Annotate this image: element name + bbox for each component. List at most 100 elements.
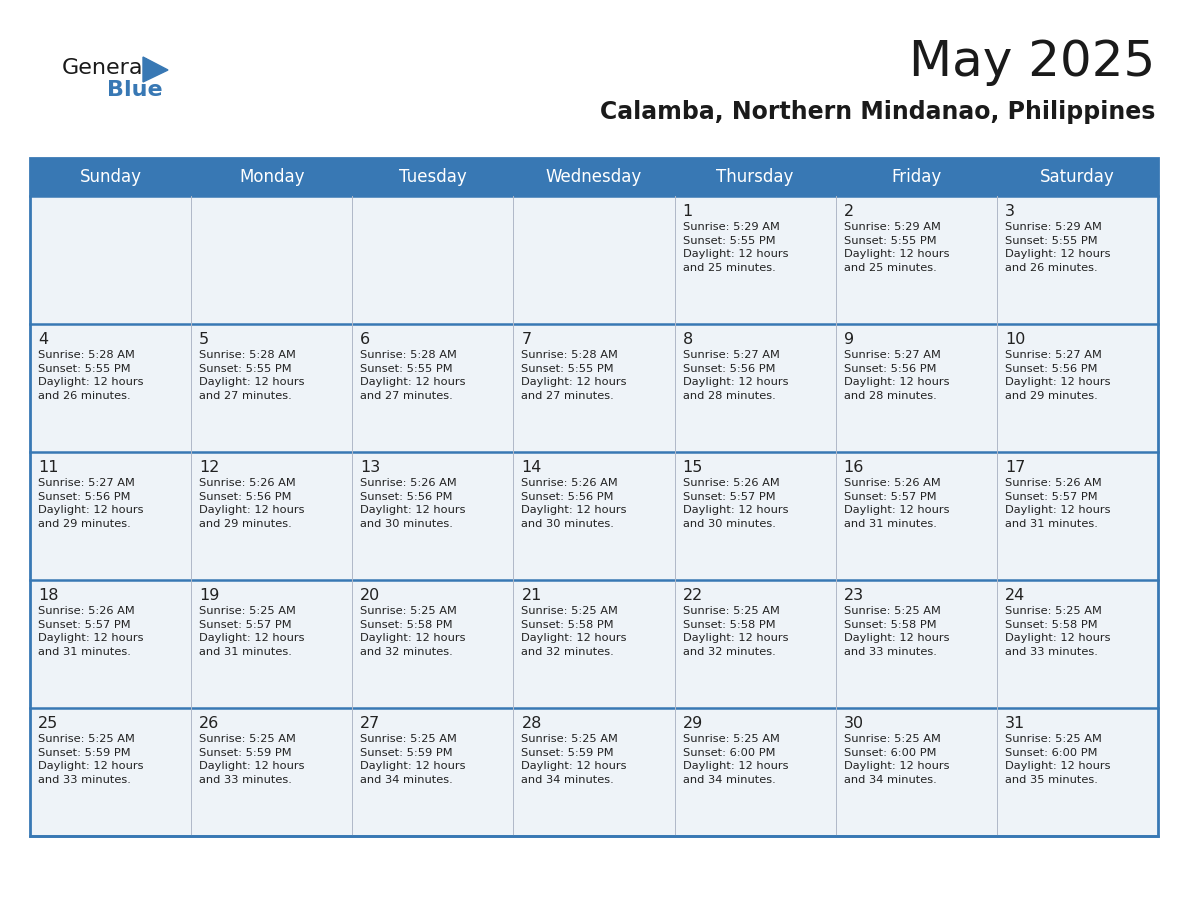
Text: Sunrise: 5:27 AM
Sunset: 5:56 PM
Daylight: 12 hours
and 29 minutes.: Sunrise: 5:27 AM Sunset: 5:56 PM Dayligh… <box>38 478 144 529</box>
Text: 19: 19 <box>200 588 220 603</box>
Bar <box>675 452 835 580</box>
Text: 8: 8 <box>683 332 693 347</box>
Text: Sunrise: 5:25 AM
Sunset: 5:58 PM
Daylight: 12 hours
and 33 minutes.: Sunrise: 5:25 AM Sunset: 5:58 PM Dayligh… <box>1005 606 1111 656</box>
Text: Tuesday: Tuesday <box>399 168 467 186</box>
Bar <box>997 708 1158 836</box>
Bar <box>30 158 1158 196</box>
Bar <box>513 196 675 324</box>
Text: 1: 1 <box>683 204 693 219</box>
Bar <box>997 324 1158 452</box>
Text: 2: 2 <box>843 204 854 219</box>
Bar <box>30 158 1158 836</box>
Text: 12: 12 <box>200 460 220 475</box>
Text: Sunrise: 5:26 AM
Sunset: 5:57 PM
Daylight: 12 hours
and 30 minutes.: Sunrise: 5:26 AM Sunset: 5:57 PM Dayligh… <box>683 478 788 529</box>
Text: Sunrise: 5:28 AM
Sunset: 5:55 PM
Daylight: 12 hours
and 27 minutes.: Sunrise: 5:28 AM Sunset: 5:55 PM Dayligh… <box>522 350 627 401</box>
Text: Sunrise: 5:26 AM
Sunset: 5:57 PM
Daylight: 12 hours
and 31 minutes.: Sunrise: 5:26 AM Sunset: 5:57 PM Dayligh… <box>843 478 949 529</box>
Text: 3: 3 <box>1005 204 1015 219</box>
Text: 5: 5 <box>200 332 209 347</box>
Text: 25: 25 <box>38 716 58 731</box>
Text: Sunrise: 5:25 AM
Sunset: 6:00 PM
Daylight: 12 hours
and 34 minutes.: Sunrise: 5:25 AM Sunset: 6:00 PM Dayligh… <box>683 734 788 785</box>
Bar <box>191 324 353 452</box>
Text: 17: 17 <box>1005 460 1025 475</box>
Text: 20: 20 <box>360 588 380 603</box>
Text: Sunrise: 5:25 AM
Sunset: 6:00 PM
Daylight: 12 hours
and 35 minutes.: Sunrise: 5:25 AM Sunset: 6:00 PM Dayligh… <box>1005 734 1111 785</box>
Bar <box>675 324 835 452</box>
Text: Sunrise: 5:25 AM
Sunset: 5:59 PM
Daylight: 12 hours
and 33 minutes.: Sunrise: 5:25 AM Sunset: 5:59 PM Dayligh… <box>200 734 304 785</box>
Text: General: General <box>62 58 150 78</box>
Text: Thursday: Thursday <box>716 168 794 186</box>
Text: Sunrise: 5:27 AM
Sunset: 5:56 PM
Daylight: 12 hours
and 28 minutes.: Sunrise: 5:27 AM Sunset: 5:56 PM Dayligh… <box>843 350 949 401</box>
Bar <box>191 196 353 324</box>
Bar <box>353 324 513 452</box>
Bar <box>997 196 1158 324</box>
Bar <box>30 324 191 452</box>
Text: Sunrise: 5:25 AM
Sunset: 5:59 PM
Daylight: 12 hours
and 34 minutes.: Sunrise: 5:25 AM Sunset: 5:59 PM Dayligh… <box>360 734 466 785</box>
Text: Sunrise: 5:26 AM
Sunset: 5:56 PM
Daylight: 12 hours
and 30 minutes.: Sunrise: 5:26 AM Sunset: 5:56 PM Dayligh… <box>360 478 466 529</box>
Text: Sunrise: 5:25 AM
Sunset: 5:58 PM
Daylight: 12 hours
and 32 minutes.: Sunrise: 5:25 AM Sunset: 5:58 PM Dayligh… <box>683 606 788 656</box>
Text: 22: 22 <box>683 588 703 603</box>
Bar <box>30 580 191 708</box>
Bar <box>191 452 353 580</box>
Bar <box>997 580 1158 708</box>
Bar <box>835 196 997 324</box>
Text: 21: 21 <box>522 588 542 603</box>
Bar <box>675 580 835 708</box>
Text: Sunrise: 5:25 AM
Sunset: 5:59 PM
Daylight: 12 hours
and 33 minutes.: Sunrise: 5:25 AM Sunset: 5:59 PM Dayligh… <box>38 734 144 785</box>
Bar <box>675 196 835 324</box>
Text: Sunrise: 5:26 AM
Sunset: 5:57 PM
Daylight: 12 hours
and 31 minutes.: Sunrise: 5:26 AM Sunset: 5:57 PM Dayligh… <box>38 606 144 656</box>
Text: 16: 16 <box>843 460 864 475</box>
Text: 13: 13 <box>360 460 380 475</box>
Text: Sunrise: 5:27 AM
Sunset: 5:56 PM
Daylight: 12 hours
and 28 minutes.: Sunrise: 5:27 AM Sunset: 5:56 PM Dayligh… <box>683 350 788 401</box>
Bar <box>353 196 513 324</box>
Text: Friday: Friday <box>891 168 941 186</box>
Text: Sunrise: 5:29 AM
Sunset: 5:55 PM
Daylight: 12 hours
and 25 minutes.: Sunrise: 5:29 AM Sunset: 5:55 PM Dayligh… <box>683 222 788 273</box>
Bar <box>997 452 1158 580</box>
Text: 4: 4 <box>38 332 49 347</box>
Bar <box>191 708 353 836</box>
Text: Sunrise: 5:28 AM
Sunset: 5:55 PM
Daylight: 12 hours
and 26 minutes.: Sunrise: 5:28 AM Sunset: 5:55 PM Dayligh… <box>38 350 144 401</box>
Text: Sunrise: 5:25 AM
Sunset: 5:58 PM
Daylight: 12 hours
and 33 minutes.: Sunrise: 5:25 AM Sunset: 5:58 PM Dayligh… <box>843 606 949 656</box>
Text: 31: 31 <box>1005 716 1025 731</box>
Polygon shape <box>143 57 168 82</box>
Text: 10: 10 <box>1005 332 1025 347</box>
Bar <box>513 580 675 708</box>
Text: Sunrise: 5:28 AM
Sunset: 5:55 PM
Daylight: 12 hours
and 27 minutes.: Sunrise: 5:28 AM Sunset: 5:55 PM Dayligh… <box>200 350 304 401</box>
Text: Sunrise: 5:25 AM
Sunset: 5:57 PM
Daylight: 12 hours
and 31 minutes.: Sunrise: 5:25 AM Sunset: 5:57 PM Dayligh… <box>200 606 304 656</box>
Text: 28: 28 <box>522 716 542 731</box>
Bar <box>30 452 191 580</box>
Text: 23: 23 <box>843 588 864 603</box>
Text: 27: 27 <box>360 716 380 731</box>
Text: 30: 30 <box>843 716 864 731</box>
Bar <box>513 708 675 836</box>
Text: Sunrise: 5:26 AM
Sunset: 5:57 PM
Daylight: 12 hours
and 31 minutes.: Sunrise: 5:26 AM Sunset: 5:57 PM Dayligh… <box>1005 478 1111 529</box>
Text: 29: 29 <box>683 716 703 731</box>
Bar <box>191 580 353 708</box>
Text: Monday: Monday <box>239 168 304 186</box>
Text: Blue: Blue <box>107 80 163 100</box>
Text: Sunday: Sunday <box>80 168 141 186</box>
Text: Sunrise: 5:29 AM
Sunset: 5:55 PM
Daylight: 12 hours
and 25 minutes.: Sunrise: 5:29 AM Sunset: 5:55 PM Dayligh… <box>843 222 949 273</box>
Bar <box>835 580 997 708</box>
Text: Sunrise: 5:25 AM
Sunset: 5:58 PM
Daylight: 12 hours
and 32 minutes.: Sunrise: 5:25 AM Sunset: 5:58 PM Dayligh… <box>360 606 466 656</box>
Text: Calamba, Northern Mindanao, Philippines: Calamba, Northern Mindanao, Philippines <box>600 100 1155 124</box>
Text: 18: 18 <box>38 588 58 603</box>
Bar <box>353 452 513 580</box>
Bar <box>513 452 675 580</box>
Bar <box>30 708 191 836</box>
Text: 14: 14 <box>522 460 542 475</box>
Text: 15: 15 <box>683 460 703 475</box>
Text: 26: 26 <box>200 716 220 731</box>
Text: 24: 24 <box>1005 588 1025 603</box>
Text: Sunrise: 5:28 AM
Sunset: 5:55 PM
Daylight: 12 hours
and 27 minutes.: Sunrise: 5:28 AM Sunset: 5:55 PM Dayligh… <box>360 350 466 401</box>
Bar <box>835 452 997 580</box>
Text: Sunrise: 5:25 AM
Sunset: 5:59 PM
Daylight: 12 hours
and 34 minutes.: Sunrise: 5:25 AM Sunset: 5:59 PM Dayligh… <box>522 734 627 785</box>
Text: Wednesday: Wednesday <box>545 168 643 186</box>
Text: Sunrise: 5:26 AM
Sunset: 5:56 PM
Daylight: 12 hours
and 29 minutes.: Sunrise: 5:26 AM Sunset: 5:56 PM Dayligh… <box>200 478 304 529</box>
Bar <box>835 324 997 452</box>
Bar <box>353 708 513 836</box>
Text: 7: 7 <box>522 332 531 347</box>
Text: Sunrise: 5:25 AM
Sunset: 6:00 PM
Daylight: 12 hours
and 34 minutes.: Sunrise: 5:25 AM Sunset: 6:00 PM Dayligh… <box>843 734 949 785</box>
Bar <box>675 708 835 836</box>
Text: Sunrise: 5:29 AM
Sunset: 5:55 PM
Daylight: 12 hours
and 26 minutes.: Sunrise: 5:29 AM Sunset: 5:55 PM Dayligh… <box>1005 222 1111 273</box>
Bar <box>513 324 675 452</box>
